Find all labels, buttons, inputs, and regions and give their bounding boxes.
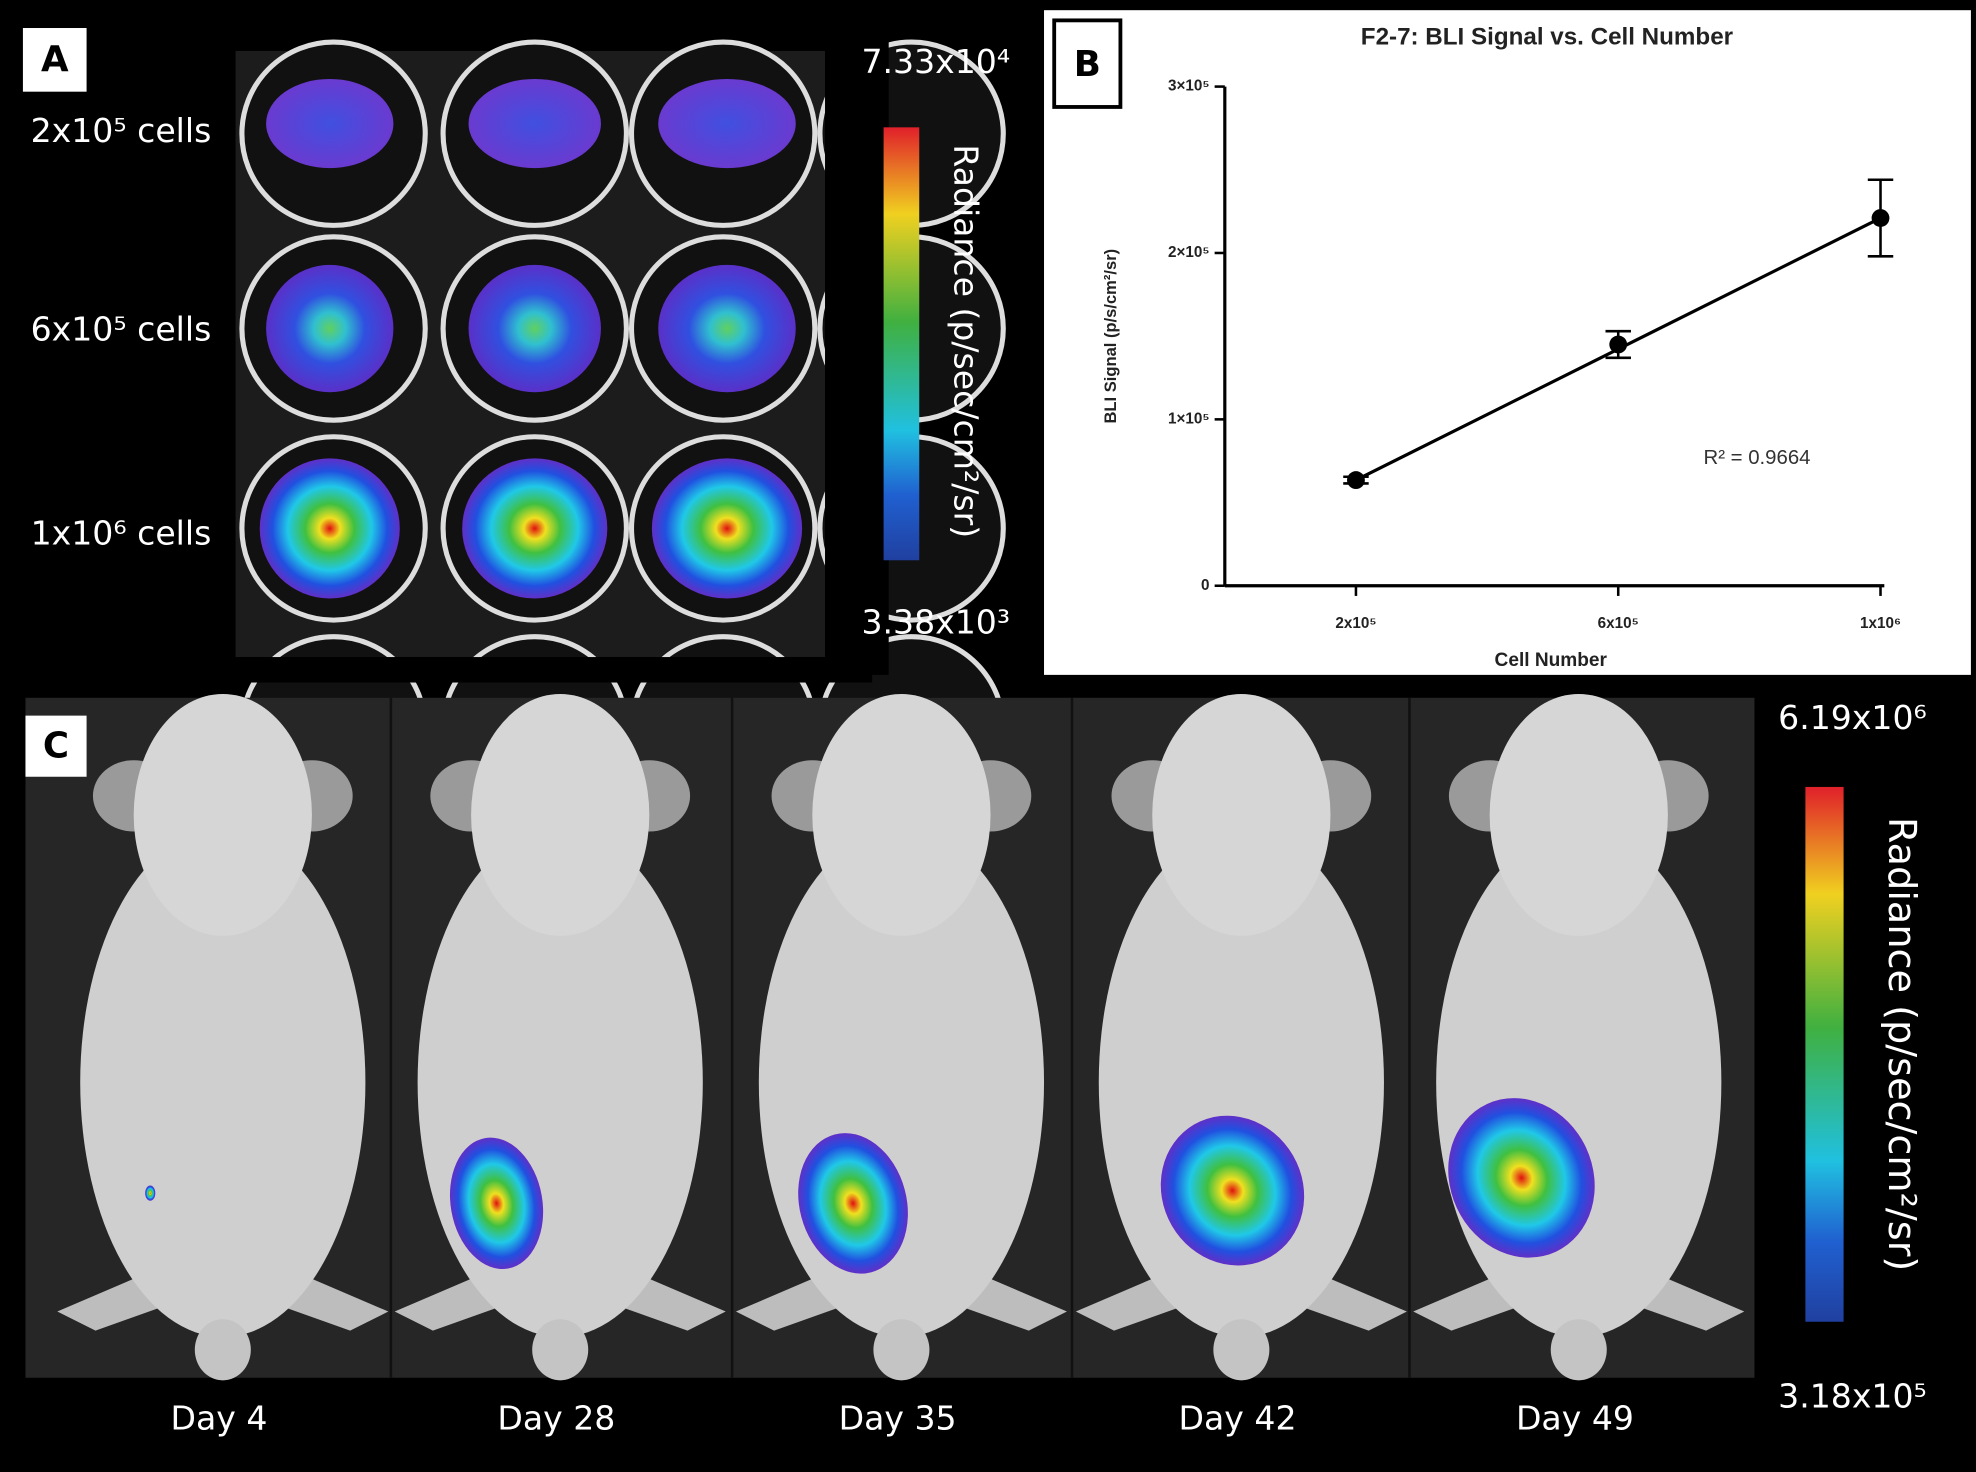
colorbar-min: 3.38x10³: [861, 602, 1010, 641]
panel-c: 6.19x10⁶ 3.18x10⁵ Radiance (p/sec/cm²/sr…: [25, 693, 1927, 1437]
tumor-signal: [1160, 1115, 1305, 1266]
day-label: Day 35: [839, 1398, 957, 1437]
row-label: 6x10⁵ cells: [31, 310, 212, 349]
signal-blob: [651, 458, 803, 599]
x-tick-label: 2x10⁵: [1335, 615, 1376, 632]
tumor-signal: [145, 1185, 156, 1201]
tumor-signal: [798, 1133, 908, 1274]
mouse-tail: [532, 1319, 589, 1381]
day-label: Day 42: [1179, 1398, 1297, 1437]
colorbar: [1805, 786, 1844, 1322]
x-axis-label: Cell Number: [1495, 650, 1608, 671]
panel-label: C: [43, 725, 69, 766]
signal-blob: [658, 78, 796, 169]
panel-label: A: [41, 39, 69, 80]
signal-blob: [468, 78, 601, 169]
colorbar: [883, 127, 920, 561]
row-label: 1x10⁶ cells: [31, 513, 212, 552]
mouse-head: [133, 693, 312, 936]
plate-edge: [235, 657, 873, 683]
signal-blob: [468, 264, 601, 393]
plate-edge: [825, 0, 889, 675]
mouse-body: [80, 827, 366, 1338]
tumor-signal: [1448, 1098, 1595, 1258]
y-tick-label: 1×10⁵: [1168, 410, 1210, 427]
day-label: Day 4: [171, 1398, 268, 1437]
data-point: [1871, 209, 1890, 227]
signal-blob: [462, 458, 608, 599]
signal-blob: [266, 264, 394, 393]
data-point: [1609, 335, 1628, 354]
colorbar-min: 3.18x10⁵: [1778, 1377, 1927, 1416]
signal-blob: [259, 458, 400, 599]
mouse-tail: [194, 1319, 251, 1381]
panel-b: B F2-7: BLI Signal vs. Cell Number Cell …: [1044, 10, 1971, 675]
y-axis-label: BLI Signal (p/s/cm²/sr): [1101, 249, 1120, 424]
y-tick-label: 2×10⁵: [1168, 244, 1210, 261]
mouse-head: [1152, 693, 1331, 936]
row-label: 2x10⁵ cells: [31, 111, 212, 150]
data-point: [1347, 471, 1365, 490]
mouse-tail: [873, 1319, 930, 1381]
chart-title: F2-7: BLI Signal vs. Cell Number: [1361, 24, 1734, 51]
panel-label-box: [25, 715, 87, 777]
signal-blob: [266, 78, 394, 169]
signal-blob: [658, 264, 796, 393]
x-tick-label: 6x10⁵: [1598, 615, 1639, 632]
mouse-tail: [1550, 1319, 1607, 1381]
day-label: Day 28: [497, 1398, 615, 1437]
tumor-signal: [449, 1137, 544, 1270]
colorbar-title: Radiance (p/sec/cm²/sr): [1879, 817, 1923, 1271]
y-tick-label: 0: [1201, 577, 1209, 594]
chart-background: [1044, 10, 1971, 675]
y-tick-label: 3×10⁵: [1168, 78, 1210, 95]
day-label: Day 49: [1516, 1398, 1634, 1437]
colorbar-max: 7.33x10⁴: [861, 42, 1010, 81]
panel-label-box: [1052, 18, 1123, 109]
mouse-head: [471, 693, 650, 936]
mouse-tail: [1213, 1319, 1270, 1381]
panel-label: B: [1074, 44, 1101, 85]
mouse-head: [1489, 693, 1668, 936]
mouse-head: [812, 693, 991, 936]
panel-label-box: [22, 28, 87, 92]
r-squared: R² = 0.9664: [1704, 447, 1811, 469]
colorbar-title: Radiance (p/sec/cm²/sr): [946, 144, 985, 538]
x-tick-label: 1x10⁶: [1860, 615, 1901, 632]
colorbar-max: 6.19x10⁶: [1778, 698, 1927, 737]
